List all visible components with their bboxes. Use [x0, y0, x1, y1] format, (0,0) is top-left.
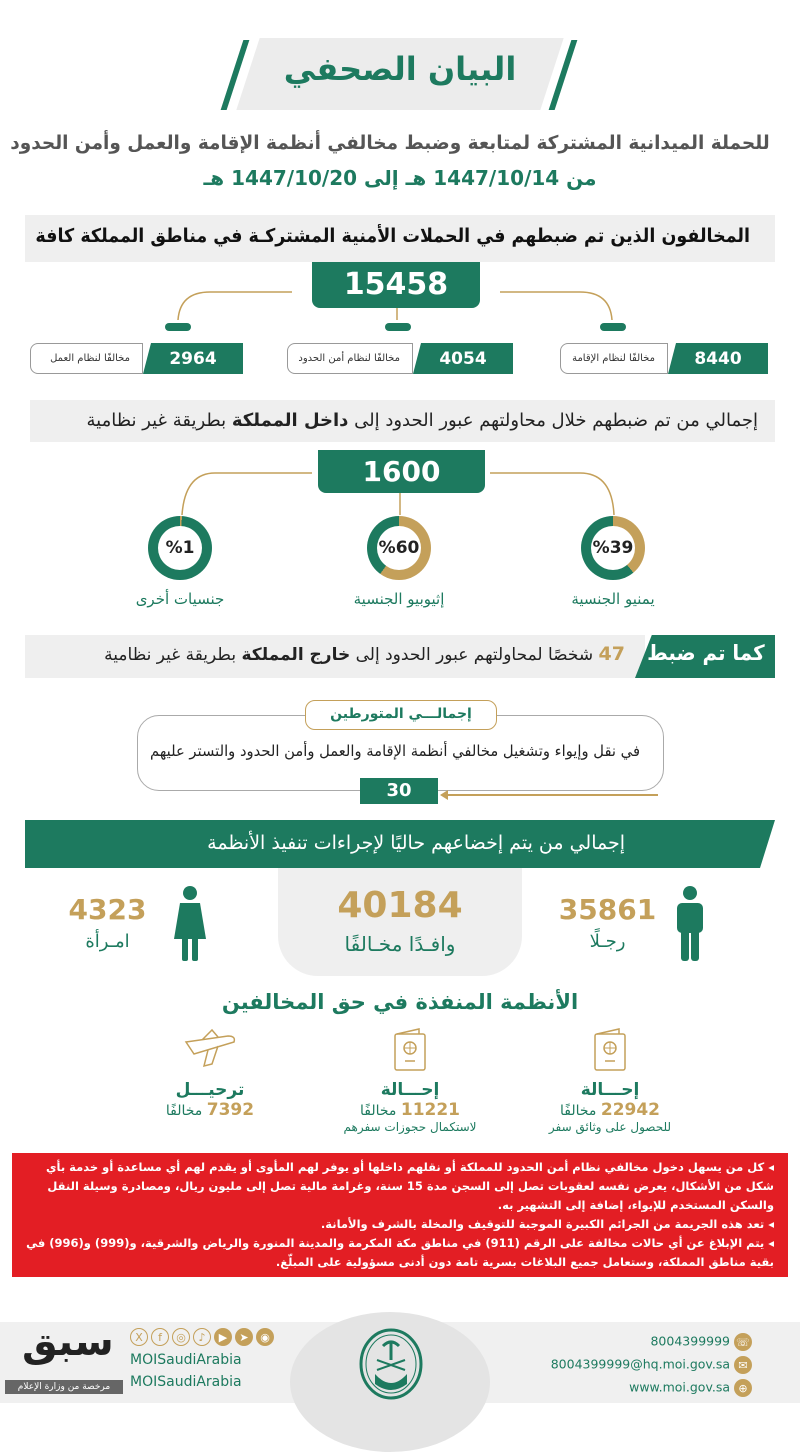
outbound-text: 47 شخصًا لمحاولتهم عبور الحدود إلى خارج …: [104, 643, 625, 665]
watermark-logo: سبق: [22, 1319, 114, 1365]
men-label: رجـلًا: [589, 931, 626, 952]
stat-label: مخالفًا لنظام أمن الحدود: [298, 353, 400, 364]
donut-percent: %60: [377, 526, 421, 570]
donut-percent: %39: [591, 526, 635, 570]
measure-item: ترحيـــل 7392 مخالفًا: [115, 1028, 305, 1120]
stat-label: مخالفًا لنظام العمل: [50, 353, 130, 364]
connector-lines: [177, 291, 613, 321]
measure-note: للحصول على وثائق سفر: [548, 1120, 672, 1134]
warning-box: كل من يسهل دخول مخالفي نظام أمن الحدود ل…: [12, 1153, 788, 1277]
x-icon[interactable]: X: [130, 1328, 148, 1346]
footer-website[interactable]: www.moi.gov.sa ⊕: [629, 1379, 752, 1397]
involved-value: 30: [360, 778, 438, 804]
youtube-icon[interactable]: ▶: [214, 1328, 232, 1346]
man-icon: [677, 886, 703, 961]
measure-item: إحـــالة 11221 مخالفًا لاستكمال حجوزات س…: [315, 1028, 505, 1134]
measure-value: 7392: [206, 1100, 255, 1120]
telegram-icon[interactable]: ➤: [235, 1328, 253, 1346]
total-panel: [278, 868, 522, 976]
measure-unit: مخالفًا: [359, 1103, 397, 1119]
measure-unit: مخالفًا: [165, 1103, 203, 1119]
stat-residency: مخالفًا لنظام الإقامة 8440: [560, 343, 768, 374]
nationality-donut: %60: [367, 516, 431, 580]
involved-description: في نقل وإيواء وتشغيل مخالفي أنظمة الإقام…: [150, 742, 640, 760]
inbound-heading: إجمالي من تم ضبطهم خلال محاولتهم عبور ال…: [86, 410, 758, 431]
connector-tick: [385, 323, 411, 331]
date-range: من 1447/10/14 هـ إلى 1447/10/20 هـ: [203, 166, 597, 190]
enforcement-heading: إجمالي من يتم إخضاعهم حاليًا لإجراءات تن…: [207, 832, 625, 854]
measure-value: 11221: [400, 1100, 461, 1120]
stat-label: مخالفًا لنظام الإقامة: [572, 353, 655, 364]
stat-value: 4054: [413, 343, 513, 374]
stat-border: مخالفًا لنظام أمن الحدود 4054: [287, 343, 513, 374]
warning-item: تعد هذه الجريمة من الجرائم الكبيرة الموج…: [26, 1215, 774, 1234]
footer-phone[interactable]: 8004399999 ☏: [650, 1333, 752, 1351]
woman-icon: [174, 886, 206, 961]
outbound-band: [25, 635, 645, 678]
measure-value: 22942: [600, 1100, 661, 1120]
nationality-donut: %39: [581, 516, 645, 580]
instagram-icon[interactable]: ◎: [172, 1328, 190, 1346]
measure-title: إحـــالة: [380, 1080, 440, 1100]
nationality-label: جنسيات أخرى: [135, 590, 225, 608]
phone-icon: ☏: [734, 1333, 752, 1351]
connector-lines: [181, 472, 615, 516]
measure-note: لاستكمال حجوزات سفرهم: [343, 1120, 477, 1134]
nationality-label: يمنيو الجنسية: [571, 590, 655, 608]
arrow-icon: [440, 790, 448, 800]
enforcement-banner: [25, 820, 775, 868]
outbound-badge-bg: [635, 635, 775, 678]
email-icon: ✉: [734, 1356, 752, 1374]
stat-value: 8440: [668, 343, 768, 374]
measure-unit: مخالفًا: [559, 1103, 597, 1119]
passport-icon: [315, 1028, 505, 1076]
inbound-total: 1600: [318, 450, 485, 493]
social-handle-2: MOISaudiArabia: [130, 1374, 242, 1390]
globe-icon: ⊕: [734, 1379, 752, 1397]
divider: [448, 794, 658, 796]
footer-email[interactable]: 8004399999@hq.moi.gov.sa ✉: [551, 1356, 752, 1374]
moi-emblem-icon: [359, 1328, 423, 1400]
stat-labor: مخالفًا لنظام العمل 2964: [30, 343, 243, 374]
warning-item: يتم الإبلاغ عن أي حالات مخالفة على الرقم…: [26, 1234, 774, 1272]
enforcement-total-label: وافـدًا مخـالفًا: [344, 932, 456, 956]
warning-item: كل من يسهل دخول مخالفي نظام أمن الحدود ل…: [26, 1158, 774, 1215]
women-count: 4323: [68, 893, 147, 926]
stat-value: 2964: [143, 343, 243, 374]
women-label: امـرأة: [85, 931, 130, 952]
passport-icon: [515, 1028, 705, 1076]
outbound-badge: كما تم ضبط: [647, 641, 765, 665]
measure-title: ترحيـــل: [175, 1080, 245, 1100]
arrested-heading: المخالفون الذين تم ضبطهم في الحملات الأم…: [35, 225, 750, 247]
airplane-icon: [115, 1028, 305, 1076]
involved-title: إجمالـــي المتورطين: [305, 700, 497, 730]
inbound-heading-band: [30, 400, 775, 442]
measures-heading: الأنظمة المنفذة في حق المخالفين: [221, 990, 579, 1014]
donut-percent: %1: [158, 526, 202, 570]
arrested-total: 15458: [312, 262, 480, 308]
enforcement-total: 40184: [337, 885, 463, 926]
snapchat-icon[interactable]: ◉: [256, 1328, 274, 1346]
measure-item: إحـــالة 22942 مخالفًا للحصول على وثائق …: [515, 1028, 705, 1134]
connector-tick: [600, 323, 626, 331]
arrested-heading-band: [25, 215, 775, 262]
facebook-icon[interactable]: f: [151, 1328, 169, 1346]
page-title: البيان الصحفي: [283, 50, 517, 88]
social-icons: X f ◎ ♪ ▶ ➤ ◉: [130, 1328, 274, 1346]
nationality-donut: %1: [148, 516, 212, 580]
social-handle: MOISaudiArabia: [130, 1352, 242, 1368]
men-count: 35861: [558, 893, 657, 926]
connector-tick: [165, 323, 191, 331]
measure-title: إحـــالة: [580, 1080, 640, 1100]
watermark-caption: مرخصة من وزارة الإعلام: [5, 1380, 123, 1394]
nationality-label: إثيوبيو الجنسية: [353, 590, 445, 608]
subtitle: للحملة الميدانية المشتركة لمتابعة وضبط م…: [10, 132, 770, 154]
tiktok-icon[interactable]: ♪: [193, 1328, 211, 1346]
